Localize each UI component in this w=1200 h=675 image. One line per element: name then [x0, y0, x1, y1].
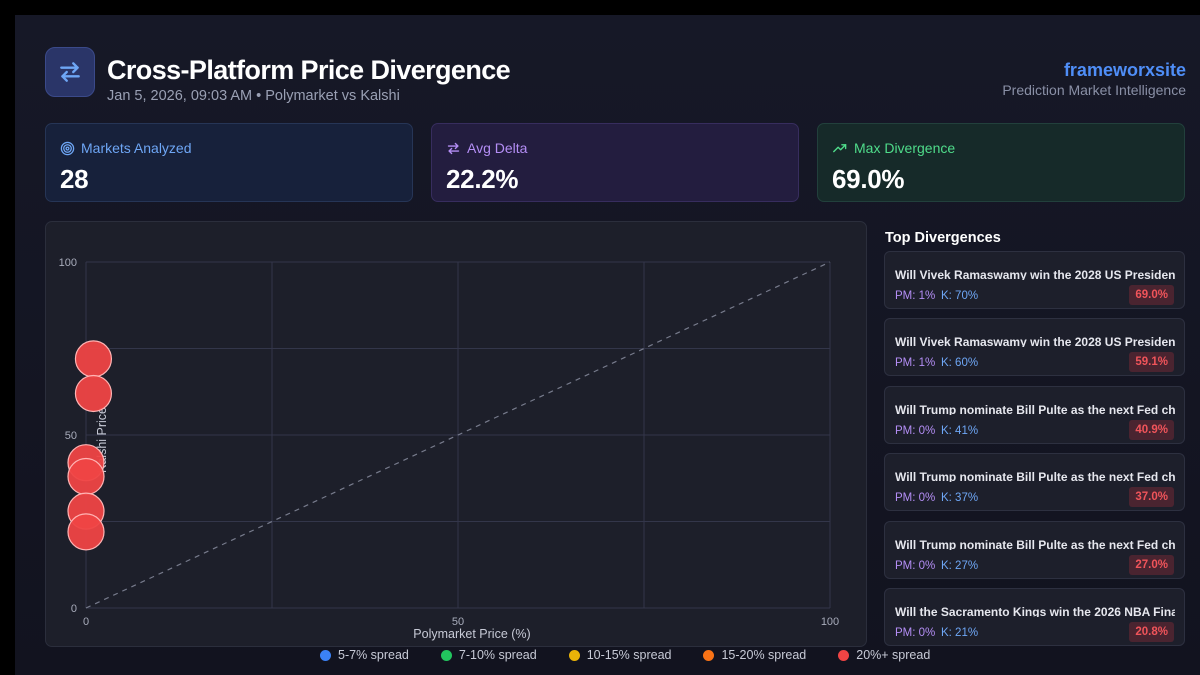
divergence-card[interactable]: Will Vivek Ramaswamy win the 2028 US Pre… [884, 318, 1185, 376]
polymarket-price: PM: 1% [895, 290, 936, 302]
x-tick-label: 50 [452, 616, 464, 628]
divergence-card[interactable]: Will Trump nominate Bill Pulte as the ne… [884, 521, 1185, 579]
legend-label: 10-15% spread [586, 648, 672, 662]
stat-label: Avg Delta [467, 140, 528, 156]
y-tick-label: 100 [59, 257, 77, 269]
polymarket-price: PM: 0% [895, 425, 936, 437]
y-tick-label: 0 [71, 603, 77, 615]
divergence-question: Will Vivek Ramaswamy win the 2028 US Pre… [895, 268, 1175, 280]
top-divergences-title: Top Divergences [885, 230, 1001, 246]
stat-card-max-divergence: Max Divergence 69.0% [817, 123, 1185, 202]
page-title: Cross-Platform Price Divergence [107, 55, 511, 85]
legend-label: 15-20% spread [721, 648, 807, 662]
brand-name[interactable]: frameworxsite [1063, 60, 1186, 80]
swap-arrows-icon [447, 142, 460, 154]
scatter-point[interactable] [67, 513, 105, 551]
swap-arrows-icon [45, 47, 95, 97]
trending-up-icon [833, 143, 847, 152]
stat-value: 22.2% [446, 164, 519, 194]
divergence-badge: 59.1% [1129, 352, 1174, 372]
kalshi-price: K: 70% [941, 290, 979, 302]
legend-label: 20%+ spread [856, 648, 931, 662]
kalshi-price: K: 41% [941, 425, 979, 437]
x-tick-label: 0 [83, 616, 89, 628]
legend-dot-icon [838, 649, 850, 661]
polymarket-price: PM: 1% [895, 357, 936, 369]
polymarket-price: PM: 0% [895, 627, 936, 639]
brand-tagline: Prediction Market Intelligence [1002, 82, 1186, 98]
legend-item[interactable]: 7-10% spread [440, 648, 537, 662]
divergence-question: Will Vivek Ramaswamy win the 2028 US Pre… [895, 335, 1175, 347]
legend-item[interactable]: 20%+ spread [838, 648, 930, 662]
stat-card-markets-analyzed: Markets Analyzed 28 [45, 123, 413, 202]
x-tick-label: 100 [821, 616, 839, 628]
chart-legend: 5-7% spread 7-10% spread 10-15% spread 15-2… [320, 648, 930, 662]
kalshi-price: K: 37% [941, 492, 979, 504]
divergence-card[interactable]: Will Trump nominate Bill Pulte as the ne… [884, 453, 1185, 511]
divergence-question: Will Trump nominate Bill Pulte as the ne… [895, 403, 1175, 415]
legend-dot-icon [703, 649, 715, 661]
divergence-badge: 20.8% [1129, 622, 1174, 642]
page-subtitle: Jan 5, 2026, 09:03 AM • Polymarket vs Ka… [107, 88, 400, 104]
divergence-badge: 37.0% [1129, 487, 1174, 507]
divergence-card[interactable]: Will Trump nominate Bill Pulte as the ne… [884, 386, 1185, 444]
kalshi-price: K: 60% [941, 357, 979, 369]
legend-dot-icon [320, 649, 331, 661]
stat-value: 69.0% [832, 164, 905, 194]
divergence-question: Will Trump nominate Bill Pulte as the ne… [895, 538, 1175, 550]
divergence-question: Will the Sacramento Kings win the 2026 N… [895, 605, 1175, 617]
legend-label: 7-10% spread [458, 648, 537, 662]
divergence-card[interactable]: Will Vivek Ramaswamy win the 2028 US Pre… [884, 251, 1185, 309]
divergence-badge: 27.0% [1129, 555, 1174, 575]
stat-value: 28 [60, 164, 89, 194]
polymarket-price: PM: 0% [895, 560, 936, 572]
divergence-card[interactable]: Will the Sacramento Kings win the 2026 N… [884, 588, 1185, 646]
divergence-badge: 69.0% [1129, 285, 1174, 305]
stat-label: Markets Analyzed [81, 140, 192, 156]
divergence-badge: 40.9% [1129, 420, 1174, 440]
scatter-chart-panel: 0 50 100 0 50 100 Polymarket Price (%) Kalshi… [45, 221, 867, 647]
legend-dot-icon [440, 649, 452, 661]
scatter-point[interactable] [74, 374, 113, 413]
target-icon [60, 141, 75, 155]
stat-label: Max Divergence [854, 140, 956, 156]
divergence-question: Will Trump nominate Bill Pulte as the ne… [895, 470, 1175, 482]
kalshi-price: K: 27% [941, 560, 979, 572]
legend-item[interactable]: 5-7% spread [320, 648, 409, 662]
legend-item[interactable]: 15-20% spread [703, 648, 806, 662]
scatter-point[interactable] [67, 457, 105, 496]
stat-card-avg-delta: Avg Delta 22.2% [431, 123, 799, 202]
legend-dot-icon [568, 649, 580, 661]
legend-label: 5-7% spread [338, 648, 409, 662]
polymarket-price: PM: 0% [895, 492, 936, 504]
dashboard-frame: Cross-Platform Price Divergence Jan 5, 2… [15, 15, 1200, 675]
parity-reference-line [85, 261, 831, 609]
y-tick-label: 50 [65, 430, 77, 442]
scatter-point[interactable] [74, 340, 113, 378]
legend-item[interactable]: 10-15% spread [568, 648, 672, 662]
x-axis-label: Polymarket Price (%) [413, 627, 530, 641]
kalshi-price: K: 21% [941, 627, 979, 639]
